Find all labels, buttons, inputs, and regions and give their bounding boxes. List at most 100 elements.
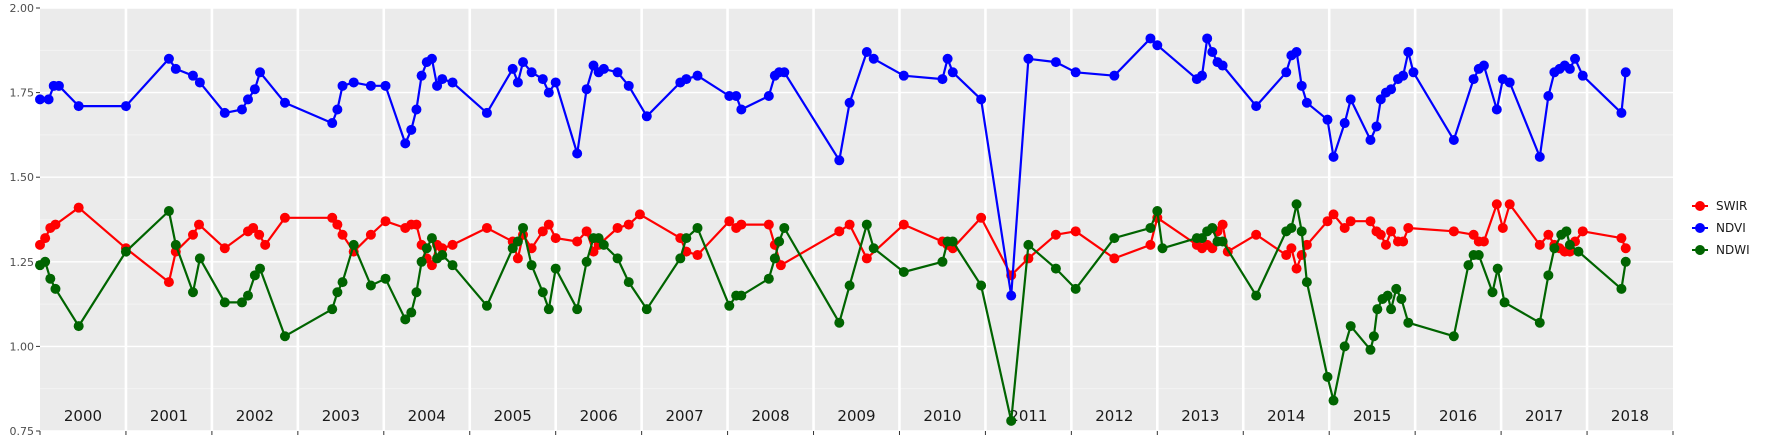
point-ndwi: [194, 253, 205, 264]
point-ndwi: [437, 250, 448, 261]
point-ndwi: [1499, 297, 1510, 308]
point-ndwi: [1023, 239, 1034, 250]
point-swir: [279, 212, 290, 223]
point-ndwi: [937, 256, 948, 267]
legend-label-ndvi: NDVI: [1716, 221, 1746, 235]
point-ndwi: [572, 304, 583, 315]
point-ndwi: [120, 246, 131, 257]
legend-label-swir: SWIR: [1716, 199, 1747, 213]
point-swir: [50, 219, 61, 230]
point-swir: [411, 219, 422, 230]
year-label: 2012: [1095, 407, 1133, 425]
point-ndwi: [481, 300, 492, 311]
point-ndvi: [53, 80, 64, 91]
point-swir: [380, 216, 391, 227]
point-ndvi: [1491, 104, 1502, 115]
point-ndwi: [1345, 321, 1356, 332]
point-ndwi: [1573, 246, 1584, 257]
point-ndvi: [447, 77, 458, 88]
point-ndwi: [40, 256, 51, 267]
point-ndvi: [868, 53, 879, 64]
point-swir: [623, 219, 634, 230]
point-ndvi: [537, 74, 548, 85]
point-ndvi: [1403, 46, 1414, 57]
point-ndwi: [1492, 263, 1503, 274]
point-swir: [187, 229, 198, 240]
point-ndwi: [1006, 415, 1017, 426]
year-label: 2010: [923, 407, 961, 425]
point-ndvi: [692, 70, 703, 81]
point-ndvi: [236, 104, 247, 115]
point-ndvi: [834, 155, 845, 166]
point-ndvi: [724, 90, 735, 101]
point-ndwi: [612, 253, 623, 264]
point-swir: [543, 219, 554, 230]
point-ndvi: [1398, 70, 1409, 81]
point-ndvi: [844, 97, 855, 108]
point-ndwi: [255, 263, 266, 274]
point-ndvi: [43, 94, 54, 105]
point-ndvi: [572, 148, 583, 159]
point-ndwi: [1152, 206, 1163, 217]
point-ndvi: [1152, 40, 1163, 51]
point-ndwi: [1109, 233, 1120, 244]
year-labels: 2000 2001 2002 2003 2004 2005 2006 2007 2008 2009…: [64, 407, 1649, 425]
point-ndvi: [170, 63, 181, 74]
point-ndwi: [1207, 222, 1218, 233]
point-ndvi: [1145, 33, 1156, 44]
point-swir: [163, 277, 174, 288]
point-swir: [1365, 216, 1376, 227]
point-ndwi: [1157, 243, 1168, 254]
point-ndwi: [976, 280, 987, 291]
point-swir: [332, 219, 343, 230]
point-swir: [1217, 219, 1228, 230]
point-swir: [1281, 250, 1292, 261]
point-ndwi: [1463, 260, 1474, 271]
point-ndwi: [898, 266, 909, 277]
point-ndvi: [588, 60, 599, 71]
point-ndwi: [327, 304, 338, 315]
year-label: 2006: [580, 407, 618, 425]
point-ndwi: [1291, 199, 1302, 210]
point-ndvi: [1207, 46, 1218, 57]
point-swir: [550, 233, 561, 244]
point-ndwi: [348, 239, 359, 250]
point-ndwi: [537, 287, 548, 298]
point-ndvi: [976, 94, 987, 105]
point-ndwi: [50, 283, 61, 294]
point-ndvi: [481, 107, 492, 118]
point-ndwi: [1396, 294, 1407, 305]
point-ndwi: [641, 304, 652, 315]
point-swir: [1070, 226, 1081, 237]
point-ndwi: [1487, 287, 1498, 298]
point-ndvi: [1322, 114, 1333, 125]
point-ndvi: [426, 53, 437, 64]
point-ndvi: [187, 70, 198, 81]
point-ndvi: [1006, 290, 1017, 301]
point-swir: [724, 216, 735, 227]
point-ndvi: [1197, 70, 1208, 81]
point-ndwi: [1050, 263, 1061, 274]
point-ndvi: [1478, 60, 1489, 71]
point-ndwi: [249, 270, 260, 281]
point-ndwi: [507, 243, 518, 254]
point-ndwi: [692, 222, 703, 233]
y-tick-label: 1.75: [10, 87, 35, 100]
y-tick-label: 1.25: [10, 256, 35, 269]
point-ndvi: [507, 63, 518, 74]
point-ndwi: [1301, 277, 1312, 288]
legend-label-ndwi: NDWI: [1716, 243, 1750, 257]
point-ndwi: [1549, 243, 1560, 254]
point-ndwi: [1534, 317, 1545, 328]
point-swir: [1386, 226, 1397, 237]
point-ndvi: [1301, 97, 1312, 108]
point-ndwi: [236, 297, 247, 308]
point-ndwi: [1386, 304, 1397, 315]
point-ndvi: [581, 84, 592, 95]
point-ndvi: [779, 67, 790, 78]
point-ndvi: [194, 77, 205, 88]
point-ndvi: [937, 74, 948, 85]
point-ndwi: [170, 239, 181, 250]
point-swir: [1497, 222, 1508, 233]
point-ndvi: [526, 67, 537, 78]
